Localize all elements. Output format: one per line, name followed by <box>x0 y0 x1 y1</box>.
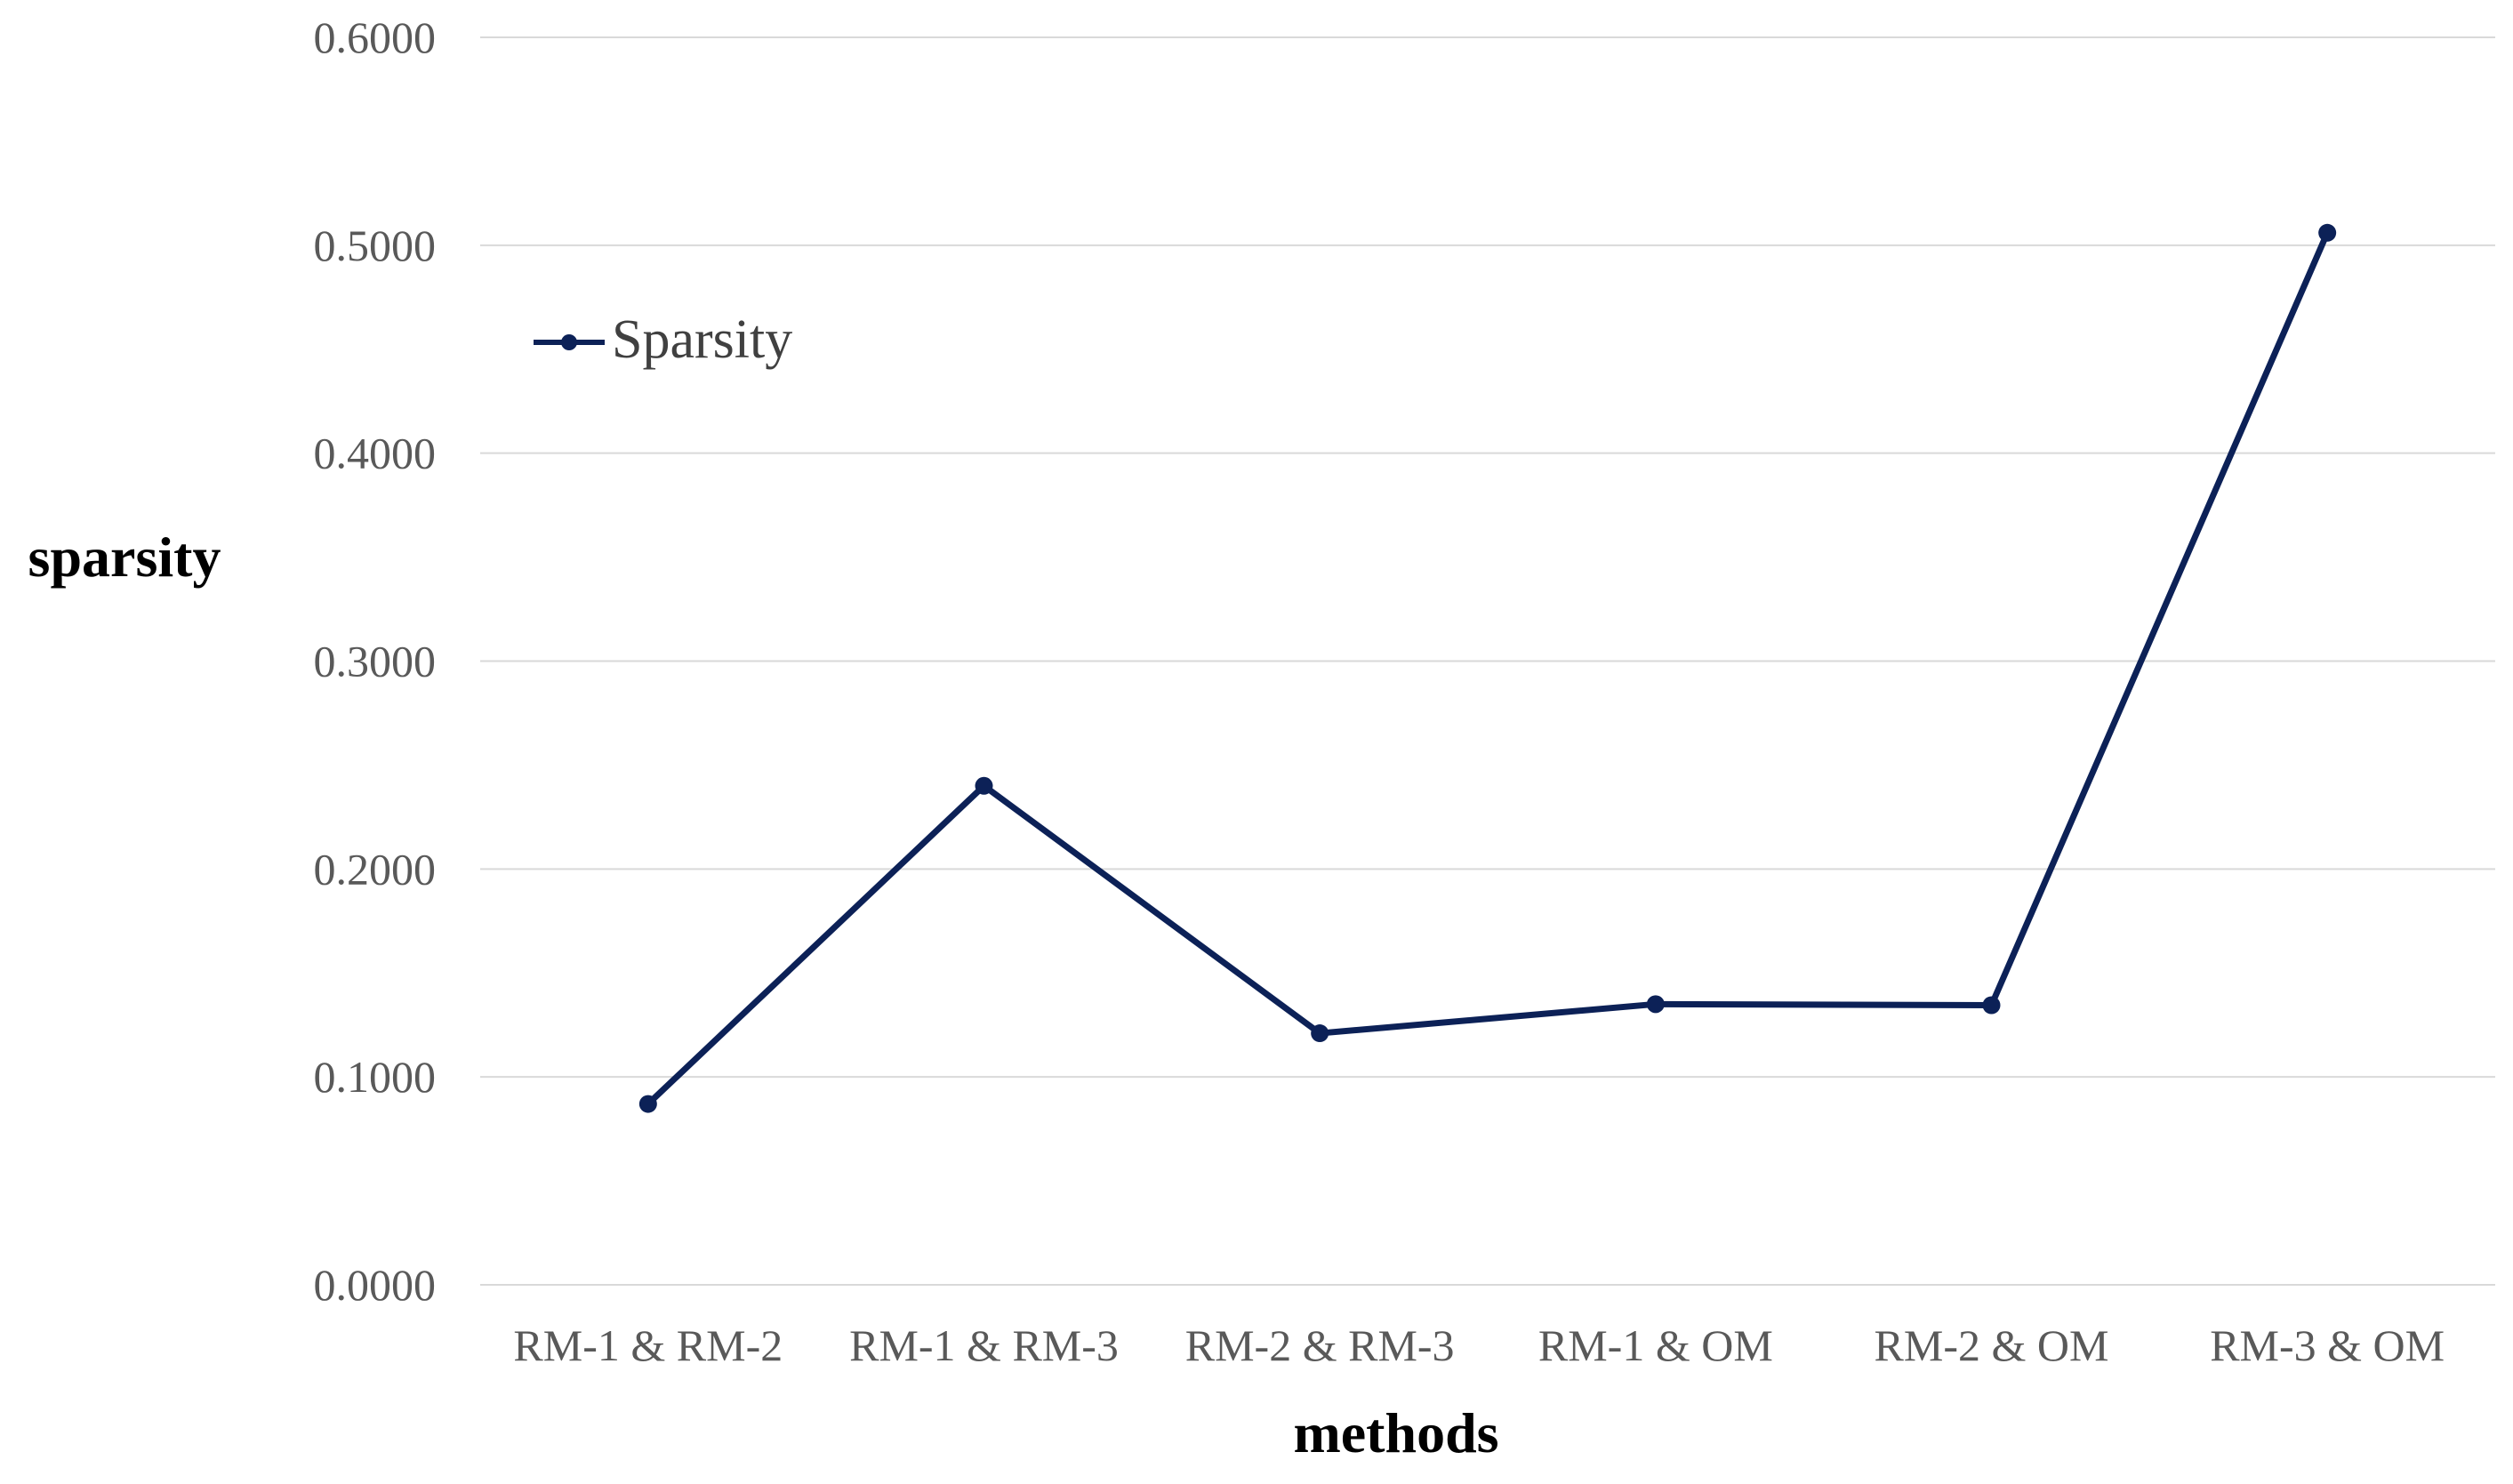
x-axis-title: methods <box>1293 1401 1498 1464</box>
x-tick-label: RM-1 & RM-2 <box>513 1320 783 1370</box>
y-axis-ticks: 0.0000 0.1000 0.2000 0.3000 0.4000 0.5000 0.60… <box>314 12 437 1310</box>
data-point <box>1311 1024 1329 1043</box>
x-tick-label: RM-2 & OM <box>1875 1320 2109 1370</box>
x-tick-label: RM-1 & OM <box>1538 1320 1773 1370</box>
x-axis-ticks: RM-1 & RM-2 RM-1 & RM-3 RM-2 & RM-3 RM-1 & … <box>513 1320 2445 1370</box>
x-tick-label: RM-2 & RM-3 <box>1185 1320 1455 1370</box>
gridlines <box>480 36 2495 1286</box>
y-axis-title: sparsity <box>28 525 221 589</box>
data-point <box>1982 996 2001 1015</box>
y-tick-label: 0.5000 <box>314 221 437 270</box>
series-line-sparsity <box>645 229 2331 1108</box>
data-point <box>1646 995 1665 1014</box>
series-layer <box>638 223 2337 1113</box>
y-tick-label: 0.3000 <box>314 637 437 686</box>
x-tick-label: RM-3 & OM <box>2210 1320 2445 1370</box>
x-tick-label: RM-1 & RM-3 <box>849 1320 1119 1370</box>
legend: Sparsity <box>534 309 792 370</box>
legend-point-marker <box>561 334 577 350</box>
legend-label-sparsity: Sparsity <box>612 309 792 370</box>
y-tick-label: 0.6000 <box>314 12 437 62</box>
y-tick-label: 0.1000 <box>314 1052 437 1102</box>
y-tick-label: 0.4000 <box>314 429 437 478</box>
y-tick-label: 0.0000 <box>314 1260 437 1310</box>
y-tick-label: 0.2000 <box>314 844 437 894</box>
data-point <box>638 1095 657 1113</box>
data-point <box>975 776 993 795</box>
data-point <box>2318 223 2337 242</box>
